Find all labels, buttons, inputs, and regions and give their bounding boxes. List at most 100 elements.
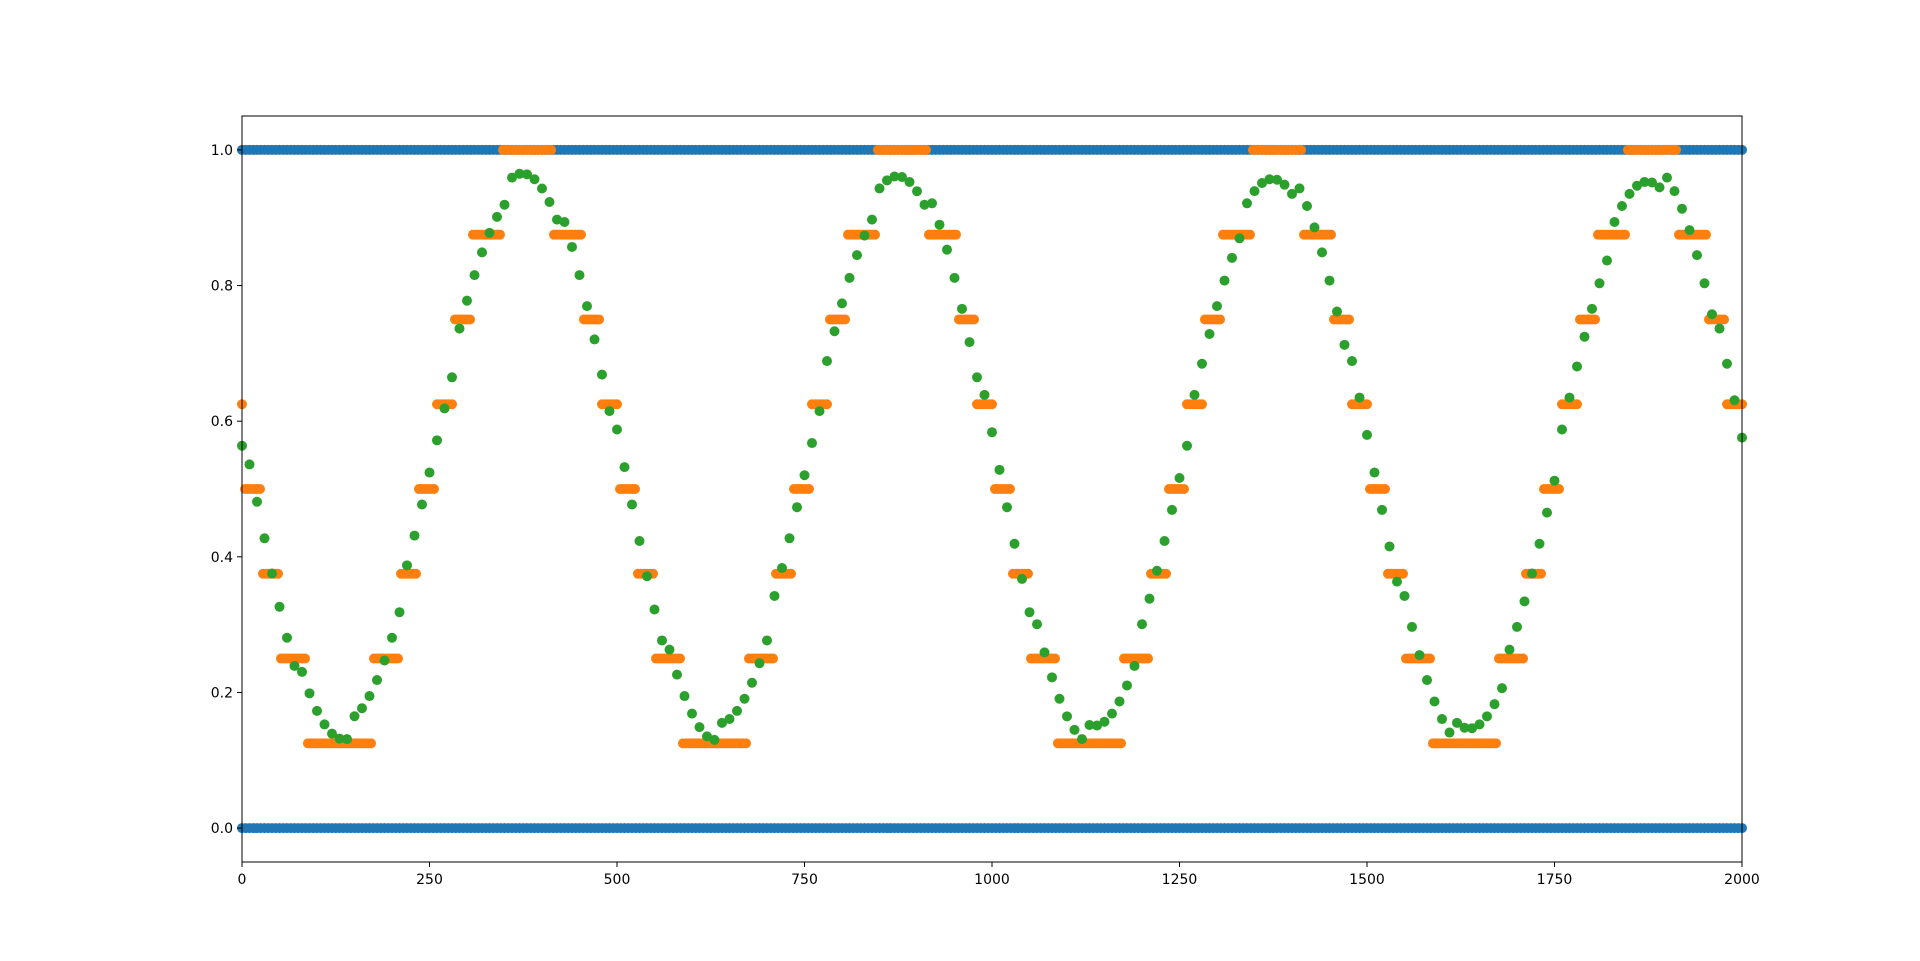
series2-point (612, 399, 622, 410)
series3-point (1249, 186, 1260, 197)
x-tick-label: 2000 (1724, 872, 1760, 888)
series3-point (304, 688, 315, 699)
series3-point (619, 462, 630, 473)
series3-point (859, 230, 870, 241)
series3-point (1099, 716, 1110, 727)
series3-point (409, 530, 420, 541)
series3-point (424, 467, 435, 478)
series3-point (1647, 177, 1657, 188)
series3-point (1264, 174, 1275, 185)
series2-point (576, 229, 586, 240)
series2-point (1380, 484, 1390, 494)
series3-point (1242, 198, 1252, 209)
series3-point (1452, 717, 1462, 728)
series3-point (1332, 306, 1342, 317)
series3-point (672, 669, 682, 680)
series3-point (1632, 180, 1642, 191)
series3-point (1114, 696, 1125, 707)
series3-point (244, 459, 255, 470)
series3-point (1579, 331, 1590, 342)
series3-point (1437, 714, 1447, 725)
series3-point (282, 632, 292, 643)
y-tick-label: 0.8 (211, 279, 233, 295)
series3-point (319, 719, 330, 730)
series3-point (1137, 619, 1147, 630)
series2-point (1179, 484, 1189, 494)
series3-point (342, 734, 352, 745)
series3-point (417, 499, 427, 510)
series3-point (1234, 233, 1245, 244)
series3-point (1182, 440, 1192, 451)
series3-point (949, 272, 960, 283)
series3-point (529, 174, 540, 185)
series3-point (1399, 590, 1410, 601)
series3-point (1174, 472, 1185, 483)
series3-point (1317, 247, 1327, 258)
series2-point (804, 484, 814, 494)
series3-point (1219, 275, 1230, 286)
series3-point (627, 499, 637, 510)
series3-point (1017, 573, 1027, 584)
series3-point (357, 703, 367, 714)
series2-point (1518, 653, 1528, 664)
series3-point (1639, 176, 1650, 187)
series3-point (1684, 225, 1695, 236)
series3-point (544, 196, 555, 207)
series3-point (1677, 203, 1687, 214)
series2-point (1554, 484, 1564, 494)
series2-point (1398, 568, 1408, 579)
series3-point (1204, 328, 1215, 339)
series3-point (1422, 675, 1432, 686)
series2-point (1005, 484, 1015, 494)
series3-point (1587, 303, 1597, 314)
series3-point (1392, 576, 1402, 587)
series3-point (1362, 429, 1372, 440)
series3-point (934, 219, 945, 230)
series3-point (754, 658, 765, 669)
series3-point (799, 470, 810, 481)
series3-point (604, 406, 615, 417)
series3-point (349, 711, 360, 722)
series3-point (1212, 301, 1222, 312)
x-axis: 0 250 500 750 1000 1250 1500 1750 2000 (238, 862, 1760, 888)
series3-point (597, 369, 607, 380)
series3-point (439, 403, 450, 414)
series3-point (1714, 323, 1725, 334)
series3-point (814, 406, 825, 417)
series3-point (1512, 621, 1522, 632)
series2-point (594, 314, 604, 325)
series3-point (1542, 507, 1552, 518)
series3-point (694, 722, 705, 733)
series3-point (372, 675, 382, 686)
series2-point (495, 229, 505, 240)
series3-point (259, 533, 270, 544)
series3-point (1369, 467, 1380, 478)
series3-point (1294, 183, 1305, 194)
series2-point (630, 484, 640, 494)
series3-point (274, 601, 285, 612)
series3-point (777, 563, 787, 574)
y-tick-label: 0.4 (211, 550, 233, 566)
series3-point (1197, 358, 1207, 369)
series3-point (912, 186, 922, 197)
series3-point (364, 691, 375, 702)
series3-point (1189, 389, 1200, 400)
series2-point (1296, 144, 1306, 155)
series3-point (972, 372, 982, 383)
series2-point (1425, 653, 1435, 664)
series3-point (1144, 593, 1155, 604)
series3-point (1707, 309, 1717, 320)
series3-point (289, 660, 300, 671)
series2-point (768, 653, 778, 664)
series3-point (837, 298, 847, 309)
series3-point (1504, 644, 1515, 655)
series3-point (994, 464, 1005, 475)
series3-point (852, 250, 862, 261)
x-tick-label: 500 (604, 872, 631, 888)
series3-point (537, 183, 547, 194)
y-tick-label: 0.6 (211, 414, 233, 430)
series3-point (1594, 278, 1605, 289)
series2-point (1590, 314, 1600, 325)
series3-point (649, 604, 660, 615)
